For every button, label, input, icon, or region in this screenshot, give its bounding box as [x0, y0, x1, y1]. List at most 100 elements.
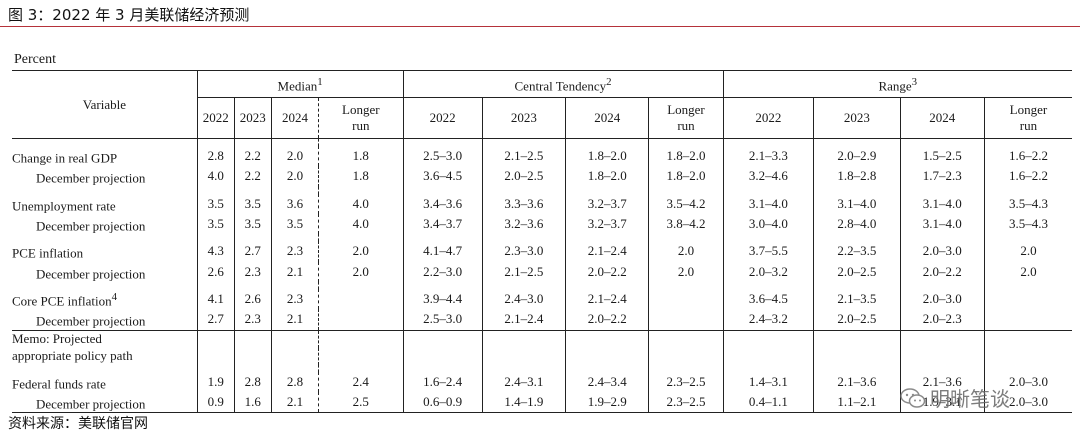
median-value: 2.0: [270, 166, 319, 187]
table-row: December projection 2.6 2.3 2.1 2.0 2.2–3.0 2.…: [12, 261, 1072, 282]
table-row: Core PCE inflation4 4.1 2.6 2.3 3.9–4.4 2.4–3…: [12, 288, 1072, 310]
median-value: 4.1: [196, 288, 235, 310]
central-tendency-value: 2.0: [648, 261, 724, 282]
range-value: 2.0–2.9: [813, 146, 901, 167]
unit-label: Percent: [14, 52, 56, 67]
range-value: 3.1–4.0: [899, 193, 985, 214]
range-value: 2.0–3.0: [899, 241, 985, 262]
central-tendency-value: 2.5–3.0: [402, 146, 483, 167]
median-value: 3.5: [196, 193, 235, 214]
central-tendency-value: 3.2–3.7: [565, 193, 649, 214]
central-tendency-value: 2.4–3.4: [565, 371, 649, 392]
central-tendency-value: [648, 309, 724, 331]
range-value: 1.6–2.2: [983, 166, 1072, 187]
year-longer-run: Longer run: [983, 97, 1072, 139]
central-tendency-value: 1.8–2.0: [565, 146, 649, 167]
range-value: 2.0: [983, 261, 1072, 282]
central-tendency-value: 2.0–2.2: [565, 261, 649, 282]
year-2022: 2022: [722, 97, 814, 139]
range-value: 2.0–2.5: [813, 261, 901, 282]
year-longer-run: Longer run: [318, 97, 403, 139]
variable-header: Variable: [12, 70, 198, 139]
median-value: 3.5: [233, 193, 272, 214]
median-value: 2.0: [318, 241, 403, 262]
table-row: December projection 2.7 2.3 2.1 2.5–3.0 2.1–2…: [12, 309, 1072, 331]
table-row: PCE inflation 4.3 2.7 2.3 2.0 4.1–4.7 2.3–3.0 2…: [12, 241, 1072, 262]
year-2022: 2022: [402, 97, 483, 139]
median-value: 2.8: [196, 146, 235, 167]
median-value: 2.3: [233, 309, 272, 331]
range-value: 2.0–3.2: [722, 261, 814, 282]
median-value: 0.9: [196, 391, 235, 414]
spacer-row: [12, 186, 1072, 194]
central-tendency-value: 3.2–3.7: [565, 213, 649, 235]
central-tendency-value: 2.3–2.5: [648, 391, 724, 414]
median-value: [318, 309, 403, 331]
median-value: 2.3: [270, 288, 319, 310]
central-tendency-value: 2.1–2.4: [481, 309, 566, 331]
table-body: Change in real GDP 2.8 2.2 2.0 1.8 2.5–3.0 2.1…: [12, 138, 1072, 414]
central-tendency-value: 2.1–2.5: [481, 261, 566, 282]
median-value: 4.3: [196, 241, 235, 262]
range-value: 2.0: [983, 241, 1072, 262]
range-value: 2.0–2.3: [899, 309, 985, 331]
range-value: 2.1–3.5: [813, 288, 901, 310]
spacer-row: [12, 364, 1072, 372]
year-2023: 2023: [233, 97, 272, 139]
median-value: 1.6: [233, 391, 272, 414]
wechat-icon: [900, 387, 926, 408]
central-tendency-value: 3.8–4.2: [648, 213, 724, 235]
central-tendency-value: 2.3–3.0: [481, 241, 566, 262]
row-label: December projection: [36, 265, 146, 281]
range-value: 1.5–2.5: [899, 146, 985, 167]
range-value: 2.0–2.2: [899, 261, 985, 282]
range-value: 2.8–4.0: [813, 213, 901, 235]
range-value: 2.2–3.5: [813, 241, 901, 262]
median-value: 1.8: [318, 146, 403, 167]
range-value: 1.4–3.1: [722, 371, 814, 392]
range-value: 2.1–3.3: [722, 146, 814, 167]
central-tendency-value: 3.4–3.7: [402, 213, 483, 235]
range-value: [983, 309, 1072, 331]
row-label: PCE inflation: [12, 245, 84, 261]
range-value: 0.4–1.1: [722, 391, 814, 414]
median-value: 2.6: [233, 288, 272, 310]
range-value: 3.1–4.0: [813, 193, 901, 214]
central-tendency-value: 2.4–3.1: [481, 371, 566, 392]
central-tendency-value: 2.3–2.5: [648, 371, 724, 392]
central-tendency-value: 2.0–2.2: [565, 309, 649, 331]
median-value: 1.9: [196, 371, 235, 392]
central-tendency-value: 3.6–4.5: [402, 166, 483, 187]
row-label: Unemployment rate: [12, 197, 116, 213]
title-rule: [0, 26, 1080, 27]
range-value: 1.7–2.3: [899, 166, 985, 187]
range-value: 3.5–4.3: [983, 193, 1072, 214]
median-value: 2.1: [270, 309, 319, 331]
median-value: 2.7: [233, 241, 272, 262]
median-value: 2.0: [270, 146, 319, 167]
row-label: December projection: [36, 218, 146, 234]
median-value: 3.5: [196, 213, 235, 235]
memo-row: Memo: Projected: [12, 329, 1072, 348]
central-tendency-value: 1.6–2.4: [402, 371, 483, 392]
central-tendency-value: 4.1–4.7: [402, 241, 483, 262]
table-row: Unemployment rate 3.5 3.5 3.6 4.0 3.4–3.6 3.3–…: [12, 193, 1072, 214]
central-tendency-value: 1.4–1.9: [481, 391, 566, 414]
median-value: 2.6: [196, 261, 235, 282]
median-value: 2.3: [233, 261, 272, 282]
median-value: 2.1: [270, 261, 319, 282]
range-value: 2.0–2.5: [813, 309, 901, 331]
range-value: [983, 288, 1072, 310]
central-tendency-value: 3.3–3.6: [481, 193, 566, 214]
central-tendency-value: 1.8–2.0: [565, 166, 649, 187]
median-value: 2.8: [270, 371, 319, 392]
median-value: 4.0: [318, 193, 403, 214]
range-value: 2.4–3.2: [722, 309, 814, 331]
range-value: 1.6–2.2: [983, 146, 1072, 167]
central-tendency-value: 3.5–4.2: [648, 193, 724, 214]
median-value: 2.2: [233, 146, 272, 167]
median-value: 2.2: [233, 166, 272, 187]
central-tendency-value: 2.1–2.4: [565, 288, 649, 310]
range-value: 3.1–4.0: [722, 193, 814, 214]
year-2022: 2022: [196, 97, 235, 139]
